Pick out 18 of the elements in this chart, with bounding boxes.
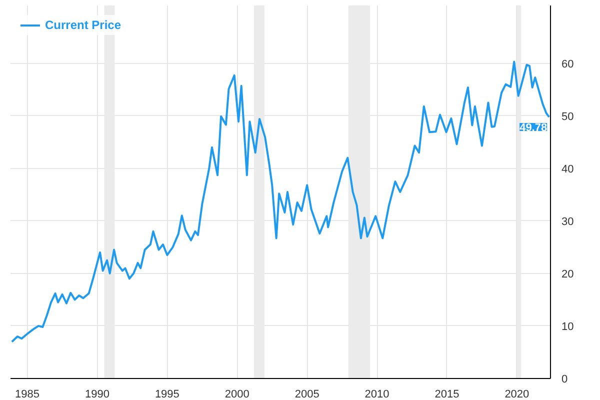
y-tick-label: 50 [562, 110, 574, 123]
x-tick-label: 1990 [85, 388, 110, 400]
x-tick-label: 2015 [434, 388, 460, 400]
x-tick-label: 2005 [294, 388, 320, 400]
x-tick-label: 1995 [154, 388, 180, 400]
legend-label: Current Price [45, 18, 122, 32]
x-tick-label: 1985 [15, 388, 40, 400]
annotation: 49.78 [520, 122, 548, 134]
y-tick-label: 40 [562, 163, 574, 176]
x-tick-label: 2000 [224, 388, 250, 400]
y-tick-label: 30 [562, 216, 574, 228]
y-tick-label: 0 [562, 374, 568, 386]
y-tick-label: 20 [562, 268, 574, 280]
x-tick-label: 2020 [504, 388, 530, 400]
y-tick-label: 10 [562, 320, 574, 333]
line-series [10, 60, 550, 343]
x-tick-label: 2010 [364, 388, 390, 400]
y-tick-label: 60 [562, 58, 574, 70]
